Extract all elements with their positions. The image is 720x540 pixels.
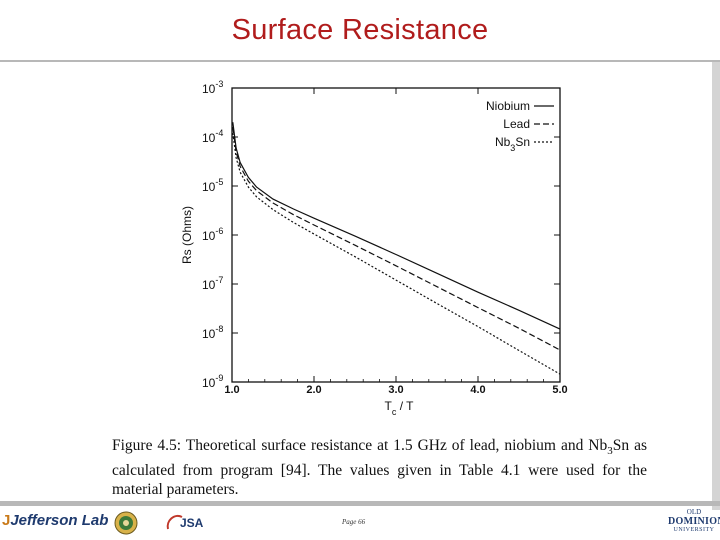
swoosh-icon: J (2, 512, 11, 529)
y-tick-label: 10-3 (202, 79, 223, 96)
y-tick-label: 10-7 (202, 275, 223, 292)
plot-frame (231, 87, 561, 383)
y-tick-label: 10-6 (202, 226, 223, 243)
slide-title: Surface Resistance (231, 14, 489, 46)
page-number: Page 66 (342, 518, 366, 526)
figure-caption: Figure 4.5: Theoretical surface resistan… (112, 437, 647, 499)
series-line-nb3sn (232, 133, 561, 375)
odu-logo: OLD DOMINION UNIVERSITY (668, 508, 720, 534)
series-line-niobium (232, 122, 561, 330)
y-tick-label: 10-8 (202, 324, 223, 341)
doe-seal-icon (114, 511, 138, 535)
legend-label: Niobium (486, 99, 530, 113)
series-line-lead (232, 126, 561, 351)
x-tick-label: 3.0 (388, 384, 403, 396)
y-tick-label: 10-4 (202, 128, 223, 145)
chart-legend: Niobium Lead Nb3Sn (486, 99, 554, 153)
odu-line-2: DOMINION (668, 516, 720, 527)
axis-ticks: 1.0 2.0 3.0 4.0 5.0 10-3 10-4 10-5 10-6 10-7 10-8 1… (202, 79, 568, 396)
y-tick-label: 10-5 (202, 177, 223, 194)
x-axis-label: Tc / T (385, 399, 415, 417)
x-tick-label: 2.0 (306, 384, 321, 396)
legend-label: Nb3Sn (495, 135, 530, 153)
svg-text:JSA: JSA (180, 516, 204, 530)
y-tick-label: 10-9 (202, 373, 223, 390)
x-tick-label: 5.0 (552, 384, 567, 396)
legend-label: Lead (503, 117, 530, 131)
series-lines (232, 122, 561, 375)
title-divider (0, 60, 720, 62)
jefferson-lab-logo: JJefferson Lab (2, 512, 109, 529)
jsa-logo: JSA (166, 515, 204, 530)
x-tick-label: 1.0 (224, 384, 239, 396)
odu-line-1: OLD (686, 508, 702, 516)
x-tick-label: 4.0 (470, 384, 485, 396)
footer-divider (0, 501, 720, 506)
right-edge-bar (712, 62, 720, 510)
odu-line-3: UNIVERSITY (673, 527, 715, 533)
y-axis-label: Rs (Ohms) (180, 206, 194, 264)
